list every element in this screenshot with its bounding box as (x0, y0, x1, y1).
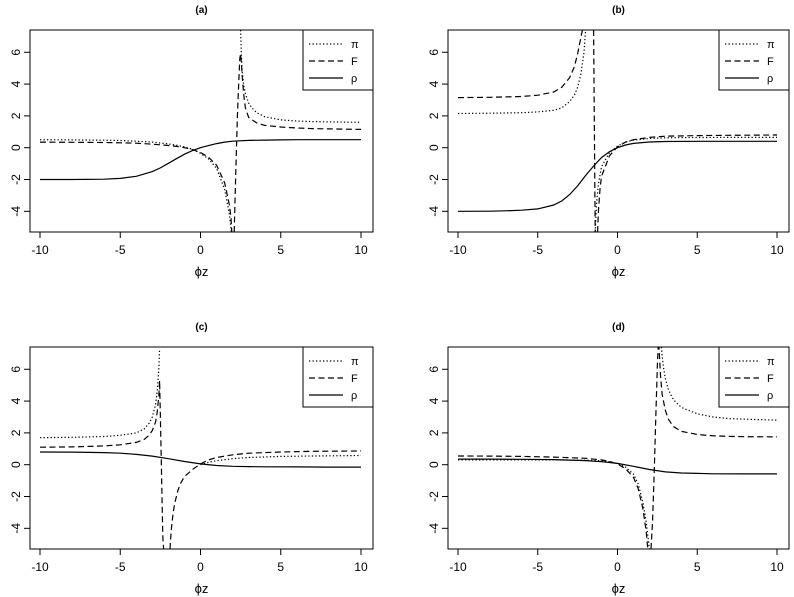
y-tick-label: 0 (427, 461, 441, 468)
legend-label: ρ (767, 390, 773, 402)
y-tick-label: 2 (9, 112, 23, 119)
series-line-solid (458, 458, 777, 475)
chart-panel-3: (c) -10 -5 0 5 10 -4 -2 0 2 4 6 ϕz πFρ (9, 322, 374, 596)
series-line-solid (457, 140, 777, 212)
series-line-dotted (458, 347, 778, 549)
series-line-dashed (457, 30, 778, 232)
x-tick-label: 0 (614, 560, 621, 574)
plot-frame (447, 29, 790, 233)
x-tick-label: 0 (197, 243, 204, 257)
x-tick-label: -10 (449, 243, 467, 257)
panel-title: (c) (195, 322, 207, 333)
legend-box (302, 29, 374, 91)
x-tick-label: 5 (277, 560, 284, 574)
panel-title: (a) (195, 5, 207, 16)
y-tick-label: -4 (427, 206, 441, 217)
panel-title: (b) (612, 5, 625, 16)
y-tick-label: 6 (427, 49, 441, 56)
x-tick-label: 10 (770, 243, 784, 257)
y-tick-label: 4 (9, 80, 23, 87)
x-tick-label: -10 (31, 560, 49, 574)
legend-label: π (767, 356, 775, 368)
y-tick-label: 6 (9, 49, 23, 56)
y-tick-label: -2 (427, 174, 441, 185)
x-tick-label: 10 (354, 560, 368, 574)
y-tick-label: 2 (427, 112, 441, 119)
x-tick-label: 5 (694, 243, 701, 257)
x-axis-label: ϕz (612, 264, 626, 279)
panel-title: (d) (612, 322, 625, 333)
y-tick-label: 4 (427, 397, 441, 404)
series-line-dotted (39, 348, 362, 466)
series-line-dotted (39, 30, 362, 232)
y-tick-label: -2 (9, 491, 23, 502)
x-tick-label: 0 (197, 560, 204, 574)
x-tick-label: -10 (449, 560, 467, 574)
y-tick-label: 6 (427, 366, 441, 373)
x-tick-label: 0 (614, 243, 621, 257)
y-tick-label: 2 (427, 429, 441, 436)
series-line-solid (39, 451, 361, 468)
chart-panel-4: (d) -10 -5 0 5 10 -4 -2 0 2 4 6 ϕz πFρ (427, 322, 790, 596)
y-tick-label: 6 (9, 366, 23, 373)
legend-label: ρ (351, 390, 357, 402)
chart-panel-1: (a) -10 -5 0 5 10 -4 -2 0 2 4 6 ϕz πFρ (9, 5, 374, 279)
series-line-dashed (39, 380, 362, 549)
x-tick-label: 5 (694, 560, 701, 574)
series-line-solid (40, 139, 361, 181)
legend-box (302, 346, 374, 408)
x-tick-label: -5 (532, 243, 543, 257)
y-tick-label: 4 (427, 80, 441, 87)
y-tick-label: -4 (427, 523, 441, 534)
series-line-dotted (457, 30, 777, 232)
legend-box (718, 346, 790, 408)
series-line-dashed (39, 53, 362, 232)
y-tick-label: -2 (427, 491, 441, 502)
x-tick-label: 10 (354, 243, 368, 257)
legend-label: F (767, 373, 774, 385)
plot-frame (29, 29, 374, 233)
y-tick-label: 4 (9, 397, 23, 404)
y-tick-label: 0 (427, 144, 441, 151)
x-tick-label: 10 (770, 560, 784, 574)
y-tick-label: -2 (9, 174, 23, 185)
x-tick-label: -10 (31, 243, 49, 257)
legend-label: π (351, 39, 359, 51)
x-axis-label: ϕz (195, 264, 209, 279)
legend-label: ρ (351, 73, 357, 85)
x-tick-label: 5 (277, 243, 284, 257)
legend-label: F (351, 56, 358, 68)
legend-label: π (767, 39, 775, 51)
chart-panel-2: (b) -10 -5 0 5 10 -4 -2 0 2 4 6 ϕz πFρ (427, 5, 790, 279)
legend-label: ρ (767, 73, 773, 85)
legend-box (718, 29, 790, 91)
y-tick-label: 0 (9, 461, 23, 468)
legend-label: F (767, 56, 774, 68)
x-tick-label: -5 (115, 243, 126, 257)
x-tick-label: -5 (532, 560, 543, 574)
x-axis-label: ϕz (612, 581, 626, 596)
legend-label: π (351, 356, 359, 368)
y-tick-label: -4 (9, 523, 23, 534)
legend-label: F (351, 373, 358, 385)
plot-frame (447, 346, 790, 550)
y-tick-label: -4 (9, 206, 23, 217)
y-tick-label: 0 (9, 144, 23, 151)
x-axis-label: ϕz (195, 581, 209, 596)
x-tick-label: -5 (115, 560, 126, 574)
plot-frame (29, 346, 374, 550)
y-tick-label: 2 (9, 429, 23, 436)
